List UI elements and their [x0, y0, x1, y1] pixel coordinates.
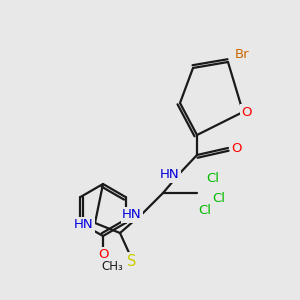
Text: O: O	[241, 106, 251, 118]
Text: Cl: Cl	[199, 205, 212, 218]
Text: Cl: Cl	[212, 191, 226, 205]
Text: Br: Br	[235, 47, 249, 61]
Text: S: S	[127, 254, 137, 268]
Text: Cl: Cl	[206, 172, 220, 185]
Text: HN: HN	[122, 208, 142, 221]
Text: HN: HN	[160, 169, 180, 182]
Text: HN: HN	[74, 218, 94, 232]
Text: O: O	[231, 142, 241, 155]
Text: O: O	[98, 248, 108, 262]
Text: CH₃: CH₃	[101, 260, 123, 274]
